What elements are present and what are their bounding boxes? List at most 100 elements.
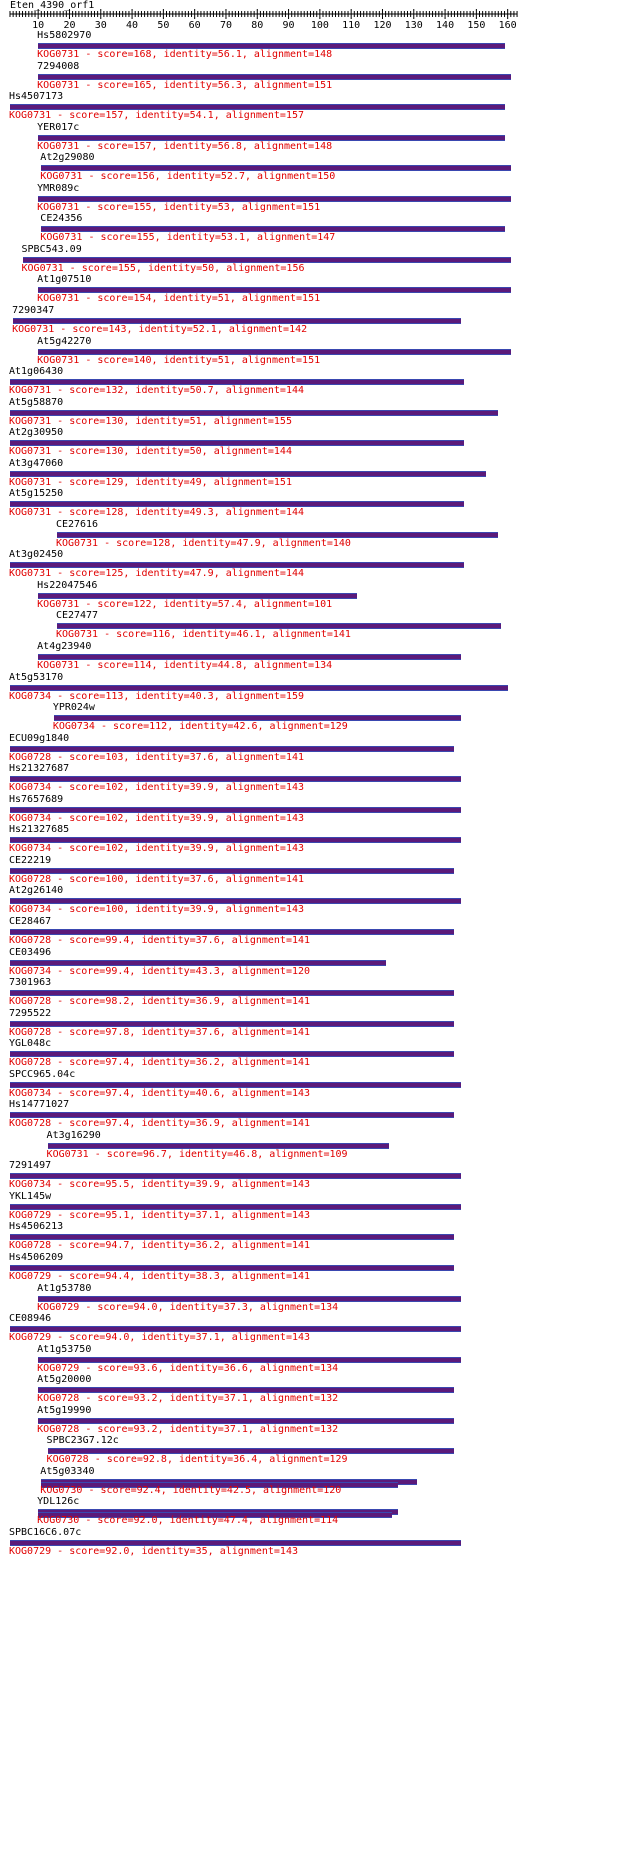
hit-row: YGL048c KOG0728 - score=97.4, identity=36… <box>0 1038 620 1068</box>
hit-row: SPBC23G7.12c KOG0728 - score=92.8, identi… <box>0 1435 620 1465</box>
hit-row: SPBC16C6.07c KOG0729 - score=92.0, identi… <box>0 1527 620 1557</box>
hit-row: Hs4506209 KOG0729 - score=94.4, identity=… <box>0 1252 620 1282</box>
hit-score-label: KOG0731 - score=130, identity=51, alignm… <box>9 415 292 427</box>
hit-alignment-bar <box>53 715 461 722</box>
position-ruler: 10 20 30 40 50 60 70 80 90 100 110 120 130 140 150 160 <box>9 9 518 30</box>
hit-name: Hs22047546 <box>37 579 98 591</box>
hit-alignment-bar <box>47 1448 455 1455</box>
ruler-tick-label: 20 <box>63 20 75 30</box>
hit-name: SPBC23G7.12c <box>46 1435 119 1447</box>
hit-row: At2g29080 KOG0731 - score=156, identity=5… <box>0 152 620 182</box>
hit-alignment-bar <box>41 165 511 172</box>
hit-alignment-bar <box>10 440 464 447</box>
hit-row: SPBC543.09 KOG0731 - score=155, identity=… <box>0 244 620 274</box>
ruler-tick-label: 90 <box>283 20 295 30</box>
hit-alignment-bar <box>10 562 464 569</box>
hit-name: CE08946 <box>9 1313 52 1325</box>
hit-alignment-bar <box>10 1265 455 1271</box>
hit-name: Hs4506213 <box>9 1221 64 1233</box>
hit-alignment-bar <box>13 317 461 324</box>
hit-score-label: KOG0734 - score=102, identity=39.9, alig… <box>9 843 305 855</box>
hit-score-label: KOG0731 - score=157, identity=54.1, alig… <box>9 110 305 122</box>
hit-score-label: KOG0731 - score=122, identity=57.4, alig… <box>37 598 333 610</box>
hit-name: At1g07510 <box>37 274 92 286</box>
hit-row: CE27616 KOG0731 - score=128, identity=47.… <box>0 519 620 549</box>
hit-row: At1g06430 KOG0731 - score=132, identity=5… <box>0 366 620 396</box>
hit-name: At1g53750 <box>37 1343 92 1355</box>
hit-row: At3g16290 KOG0731 - score=96.7, identity=… <box>0 1130 620 1160</box>
hit-name: At3g16290 <box>46 1129 101 1141</box>
ruler-tick-label: 30 <box>95 20 107 30</box>
hit-alignment-bar <box>10 1051 455 1058</box>
hit-score-label: KOG0728 - score=92.8, identity=36.4, ali… <box>46 1454 348 1466</box>
hit-row: 7291497 KOG0734 - score=95.5, identity=39… <box>0 1160 620 1190</box>
hit-name: At5g58870 <box>9 396 64 408</box>
ruler-tick-label: 150 <box>467 20 485 30</box>
hit-alignment-bar <box>56 531 499 538</box>
hit-score-label: KOG0728 - score=98.2, identity=36.9, ali… <box>9 996 311 1008</box>
hit-name: At4g23940 <box>37 641 92 652</box>
hit-alignment-bar <box>38 1295 461 1302</box>
hit-alignment-bar <box>10 1234 455 1241</box>
hit-name: YMR089c <box>37 182 80 194</box>
hit-name: SPCC965.04c <box>9 1068 76 1080</box>
hit-score-label: KOG0729 - score=93.6, identity=36.6, ali… <box>37 1362 339 1374</box>
hit-row: At5g03340 KOG0730 - score=92.4, identity=… <box>0 1466 620 1496</box>
hit-row: YPR024w KOG0734 - score=112, identity=42.… <box>0 702 620 732</box>
hit-name: Hs21327685 <box>9 824 70 836</box>
hit-alignment-bar <box>10 1173 461 1180</box>
hit-alignment-bar <box>10 379 464 386</box>
hit-score-label: KOG0731 - score=96.7, identity=46.8, ali… <box>46 1148 348 1160</box>
hit-row: Hs22047546 KOG0731 - score=122, identity=… <box>0 580 620 610</box>
hit-row: CE27477 KOG0731 - score=116, identity=46.… <box>0 610 620 640</box>
hit-alignment-bar <box>38 134 505 141</box>
hit-alignment-bar <box>38 654 461 660</box>
hit-name: At1g06430 <box>9 366 64 378</box>
hit-score-label: KOG0728 - score=97.8, identity=37.6, ali… <box>9 1026 311 1038</box>
hit-name: At3g47060 <box>9 457 64 469</box>
hit-score-label: KOG0731 - score=128, identity=47.9, alig… <box>55 537 351 549</box>
hit-row: YMR089c KOG0731 - score=155, identity=53,… <box>0 183 620 213</box>
hit-score-label: KOG0730 - score=92.4, identity=42.5, ali… <box>40 1484 342 1496</box>
hit-alignment-bar <box>38 195 511 202</box>
hit-row: 7295522 KOG0728 - score=97.8, identity=37… <box>0 1008 620 1038</box>
hit-row: At5g20000 KOG0728 - score=93.2, identity=… <box>0 1374 620 1404</box>
hit-alignment-bar <box>38 73 511 80</box>
hit-score-label: KOG0731 - score=128, identity=49.3, alig… <box>9 507 305 519</box>
hit-alignment-bar <box>10 409 499 416</box>
hit-row: YDL126c KOG0730 - score=92.0, identity=47… <box>0 1496 620 1526</box>
hit-row: Hs21327685 KOG0734 - score=102, identity=… <box>0 824 620 854</box>
hit-score-label: KOG0729 - score=95.1, identity=37.1, ali… <box>9 1209 311 1221</box>
hit-name: At5g53170 <box>9 671 64 683</box>
hit-score-label: KOG0734 - score=102, identity=39.9, alig… <box>9 812 305 824</box>
hit-name: 7290347 <box>12 304 55 316</box>
hit-row: CE28467 KOG0728 - score=99.4, identity=37… <box>0 916 620 946</box>
hit-alignment-bar <box>38 1417 455 1424</box>
hit-score-label: KOG0728 - score=103, identity=37.6, alig… <box>9 751 305 763</box>
hit-score-label: KOG0728 - score=93.2, identity=37.1, ali… <box>37 1423 339 1435</box>
hit-alignment-bar <box>10 104 505 111</box>
hit-row: Hs21327687 KOG0734 - score=102, identity=… <box>0 763 620 793</box>
ruler-tick-label: 40 <box>126 20 138 30</box>
hit-score-label: KOG0731 - score=143, identity=52.1, alig… <box>12 323 308 335</box>
hit-score-label: KOG0731 - score=154, identity=51, alignm… <box>37 293 321 305</box>
hit-row: Hs4506213 KOG0728 - score=94.7, identity=… <box>0 1221 620 1251</box>
hit-score-label: KOG0728 - score=97.4, identity=36.9, ali… <box>9 1118 311 1130</box>
hit-row: CE22219 KOG0728 - score=100, identity=37.… <box>0 855 620 885</box>
hit-row: At1g53750 KOG0729 - score=93.6, identity=… <box>0 1344 620 1374</box>
hit-score-label: KOG0731 - score=157, identity=56.8, alig… <box>37 140 333 152</box>
ruler-tick-label: 100 <box>311 20 329 30</box>
hit-row: YER017c KOG0731 - score=157, identity=56.… <box>0 122 620 152</box>
hit-row: At4g23940 KOG0731 - score=114, identity=4… <box>0 641 620 671</box>
hit-alignment-bar <box>10 1539 461 1546</box>
hit-name: YPR024w <box>52 702 95 714</box>
hit-alignment-bar <box>38 1387 455 1394</box>
hit-alignment-bar <box>10 501 464 508</box>
hit-name: CE22219 <box>9 854 52 866</box>
hit-name: 7295522 <box>9 1007 52 1019</box>
hit-name: Hs5802970 <box>37 30 92 41</box>
hit-alignment-bar <box>10 959 386 966</box>
hit-alignment-bar <box>10 684 508 691</box>
hit-score-label: KOG0731 - score=156, identity=52.7, alig… <box>40 171 336 183</box>
hit-row: At5g42270 KOG0731 - score=140, identity=5… <box>0 336 620 366</box>
